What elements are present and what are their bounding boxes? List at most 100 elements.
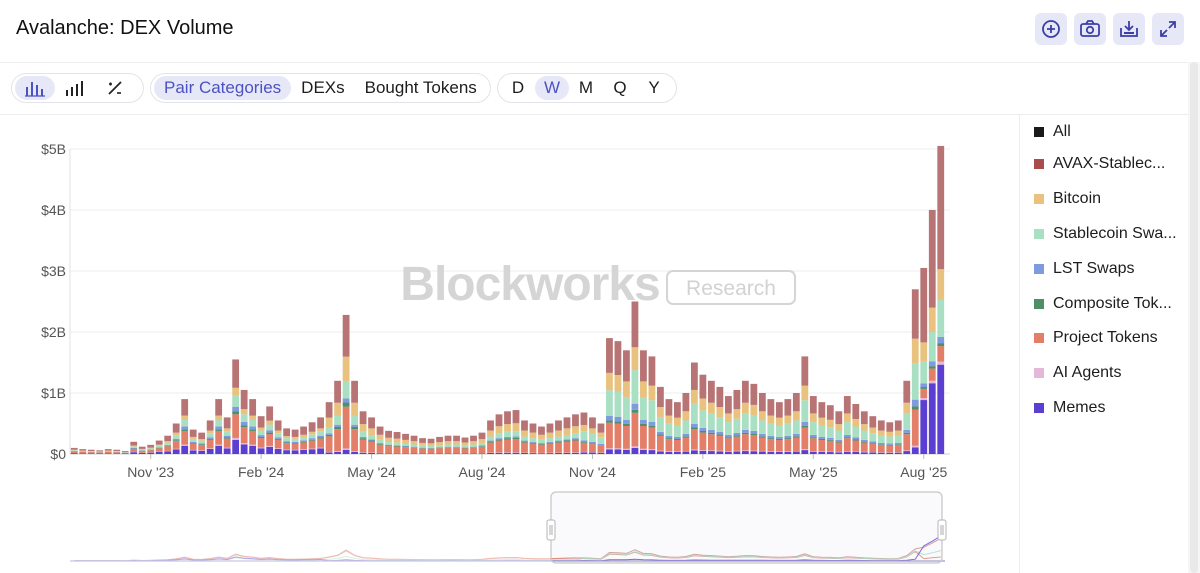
legend-item-all[interactable]: All xyxy=(1034,123,1071,141)
bar-segment xyxy=(563,452,571,454)
legend-item-avax-stablecoin[interactable]: AVAX-Stablec... xyxy=(1034,155,1165,173)
bar-segment xyxy=(640,396,647,420)
bar-segment xyxy=(436,447,443,449)
scrollbar[interactable] xyxy=(1188,62,1200,573)
bar-segment xyxy=(155,445,163,448)
legend-item-memes[interactable]: Memes xyxy=(1034,399,1105,417)
bar-segment xyxy=(538,426,545,435)
bar-segment xyxy=(903,413,911,430)
navigator-right-handle[interactable] xyxy=(937,519,947,541)
expand-button[interactable] xyxy=(1152,13,1184,45)
bar-segment xyxy=(792,411,800,421)
bar-segment xyxy=(240,414,248,422)
y-tick-label: $0 xyxy=(50,446,66,462)
legend-item-bitcoin[interactable]: Bitcoin xyxy=(1034,190,1101,208)
legend-item-ai-agents[interactable]: AI Agents xyxy=(1034,364,1122,382)
bar-segment xyxy=(792,420,800,434)
bar-segment xyxy=(70,451,78,453)
interval-q[interactable]: Q xyxy=(613,78,627,97)
bar-segment xyxy=(351,402,358,416)
screenshot-button[interactable] xyxy=(1074,13,1106,45)
bar-segment xyxy=(792,393,800,412)
legend-item-lst-swaps[interactable]: LST Swaps xyxy=(1034,260,1135,278)
bar-segment xyxy=(792,450,800,452)
bar-segment xyxy=(79,450,87,452)
bar-segment xyxy=(351,415,358,425)
legend-item-project-tokens[interactable]: Project Tokens xyxy=(1034,329,1158,347)
bar-segment xyxy=(597,443,605,446)
bar-segment xyxy=(249,419,257,427)
interval-d[interactable]: D xyxy=(511,78,525,97)
bar-segment xyxy=(342,406,350,449)
bar-segment xyxy=(393,442,401,446)
bar-segment xyxy=(869,416,877,428)
legend-swatch xyxy=(1034,368,1044,378)
bar-segment xyxy=(699,374,707,399)
scrollbar-thumb[interactable] xyxy=(1190,62,1198,573)
bar-segment xyxy=(758,436,766,438)
add-button[interactable] xyxy=(1035,13,1067,45)
navigator-left-handle[interactable] xyxy=(546,519,556,541)
bar-segment xyxy=(206,433,214,438)
bar-segment xyxy=(317,447,325,449)
stacked-bar-button[interactable] xyxy=(15,76,55,100)
bar-segment xyxy=(767,399,775,416)
bar-segment xyxy=(937,364,945,454)
interval-m[interactable]: M xyxy=(578,78,594,97)
bar-segment xyxy=(801,427,809,450)
bar-segment xyxy=(614,449,622,454)
range-navigator[interactable] xyxy=(0,483,1018,573)
bar-segment xyxy=(640,350,647,382)
tab-pair-categories[interactable]: Pair Categories xyxy=(154,76,292,100)
bar-segment xyxy=(113,453,121,454)
interval-y[interactable]: Y xyxy=(648,78,660,97)
bar-segment xyxy=(181,445,189,454)
legend-item-composite-tokens[interactable]: Composite Tok... xyxy=(1034,295,1172,313)
bar-segment xyxy=(674,440,681,452)
tab-bought-tokens[interactable]: Bought Tokens xyxy=(364,78,477,97)
legend-item-stablecoin-swaps[interactable]: Stablecoin Swa... xyxy=(1034,225,1177,243)
bar-segment xyxy=(894,435,902,443)
bar-chart-button[interactable] xyxy=(55,76,95,100)
bar-segment xyxy=(147,444,155,448)
bar-segment xyxy=(767,451,775,452)
bar-segment xyxy=(351,424,358,427)
bar-segment xyxy=(826,437,834,440)
bar-segment xyxy=(436,436,443,443)
bar-segment xyxy=(504,411,511,425)
bar-segment xyxy=(521,430,528,437)
bar-segment xyxy=(665,451,673,454)
bar-segment xyxy=(436,442,443,446)
bar-segment xyxy=(733,451,741,454)
bar-segment xyxy=(589,441,596,444)
bar-segment xyxy=(835,424,843,431)
interval-w[interactable]: W xyxy=(535,76,569,100)
bar-segment xyxy=(181,419,189,427)
bar-segment xyxy=(274,420,282,431)
main-chart[interactable]: Blockworks Research $0 $1B $2B $3B $4B $5B Nov… xyxy=(0,115,1018,490)
bar-segment xyxy=(826,452,834,454)
bar-segment xyxy=(852,426,860,438)
bar-segment xyxy=(206,437,214,439)
bar-segment xyxy=(937,361,945,365)
bar-segment xyxy=(920,387,928,389)
bar-segment xyxy=(648,427,656,450)
bar-segment xyxy=(104,451,112,454)
bar-segment xyxy=(614,423,622,449)
bar-segment xyxy=(572,438,579,440)
bar-segment xyxy=(410,441,418,445)
bar-segment xyxy=(223,437,231,439)
tab-dexs[interactable]: DEXs xyxy=(301,78,345,97)
bar-segment xyxy=(478,446,486,454)
download-button[interactable] xyxy=(1113,13,1145,45)
bar-segment xyxy=(385,441,392,445)
bar-segment xyxy=(189,436,197,439)
bar-segment xyxy=(877,435,885,443)
bar-segment xyxy=(223,431,231,436)
bar-segment xyxy=(274,430,282,434)
bar-segment xyxy=(886,422,894,432)
bar-segment xyxy=(453,435,460,442)
bar-segment xyxy=(903,380,911,403)
bar-segment xyxy=(733,436,741,451)
percent-button[interactable] xyxy=(95,76,135,100)
